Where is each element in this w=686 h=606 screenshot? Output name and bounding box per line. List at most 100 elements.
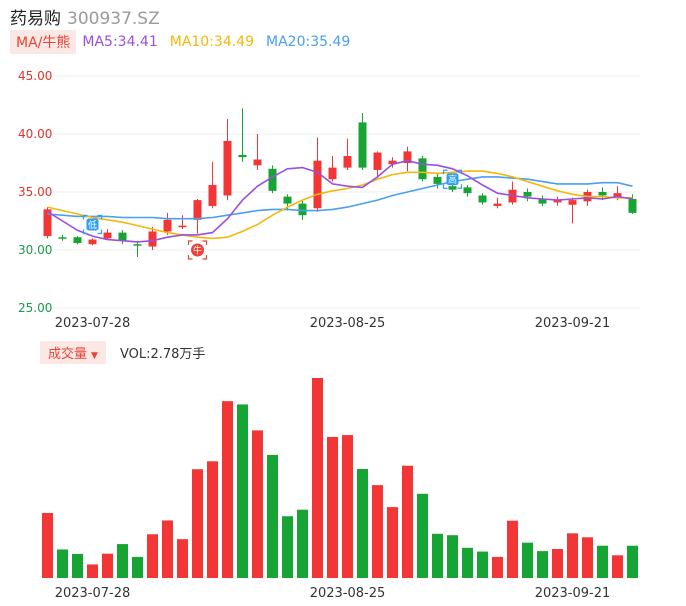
candle: [433, 173, 442, 189]
candle-body: [538, 198, 547, 204]
volume-bar: [312, 378, 323, 578]
volume-bar: [72, 553, 83, 578]
volume-bar: [462, 547, 473, 578]
volume-bar: [627, 545, 638, 578]
candle: [88, 238, 97, 246]
volume-bar: [492, 556, 503, 578]
candle-body: [253, 159, 262, 166]
candle-body: [223, 140, 232, 196]
ma10-value: MA10:34.49: [169, 34, 255, 50]
candle-body: [343, 156, 352, 168]
candle: [598, 187, 607, 201]
volume-bar: [447, 535, 458, 578]
candle: [328, 156, 337, 182]
volume-bar: [87, 564, 98, 578]
stock-code: 300937.SZ: [67, 9, 160, 29]
marker-glyph: 低: [88, 219, 97, 231]
ma5-line: [47, 159, 633, 243]
candle: [223, 118, 232, 201]
stock-header: 药易购 300937.SZ: [10, 4, 160, 29]
price-tick-label: 40.00: [18, 127, 52, 141]
candle-body: [73, 237, 82, 244]
signal-badge-icon: [86, 218, 99, 231]
volume-bar: [402, 465, 413, 578]
candle-body: [103, 232, 112, 239]
marker-glyph: 高: [448, 174, 457, 186]
candle: [388, 157, 397, 168]
candle: [148, 226, 157, 250]
candle: [568, 197, 577, 224]
candle: [508, 181, 517, 205]
candle: [133, 240, 142, 257]
volume-bar: [552, 548, 563, 578]
candle-body: [373, 152, 382, 170]
candle-body: [58, 237, 67, 239]
candle: [523, 188, 532, 202]
candle: [553, 196, 562, 206]
ma-indicator-row: MA/牛熊 MA5:34.41 MA10:34.49 MA20:35.49: [10, 30, 350, 54]
volume-bar: [507, 520, 518, 578]
price-tick-label: 30.00: [18, 243, 52, 257]
candle-body: [613, 193, 622, 197]
candle: [163, 212, 172, 235]
signal-marker-bull[interactable]: 牛: [187, 240, 208, 260]
price-date-label: 2023-09-21: [535, 316, 611, 331]
candle-body: [118, 232, 127, 241]
candle: [268, 165, 277, 194]
candle-body: [88, 239, 97, 245]
ma-toggle-button[interactable]: MA/牛熊: [10, 30, 77, 54]
volume-bar: [237, 404, 248, 578]
volume-bar: [582, 537, 593, 578]
candle: [103, 229, 112, 240]
volume-toggle-button[interactable]: 成交量 ▼: [40, 340, 106, 364]
volume-bar: [612, 555, 623, 578]
candle: [358, 113, 367, 170]
candle: [58, 234, 67, 241]
stock-name: 药易购: [10, 9, 61, 29]
price-tick-label: 25.00: [18, 301, 52, 315]
signal-marker-low[interactable]: 低: [82, 214, 103, 235]
volume-bar: [327, 436, 338, 578]
volume-bar: [42, 512, 53, 578]
candle-body: [433, 176, 442, 184]
signal-badge-icon: [446, 173, 459, 186]
volume-bar: [477, 551, 488, 578]
volume-bar: [282, 516, 293, 578]
volume-bar: [432, 533, 443, 578]
price-date-label: 2023-07-28: [55, 316, 131, 331]
volume-bar: [417, 493, 428, 578]
candle-body: [148, 231, 157, 247]
volume-bar: [147, 534, 158, 578]
volume-bar: [222, 401, 233, 578]
candle-body: [298, 203, 307, 216]
candle: [313, 137, 322, 212]
volume-bar: [132, 556, 143, 578]
volume-bar: [522, 542, 533, 578]
volume-bar: [567, 533, 578, 578]
volume-bar: [372, 485, 383, 578]
ma20-line: [47, 176, 633, 220]
candle-body: [238, 154, 247, 158]
candle-body: [313, 160, 322, 209]
volume-bar: [102, 553, 113, 578]
candle-body: [568, 200, 577, 205]
volume-bar: [252, 430, 263, 578]
ma5-value: MA5:34.41: [82, 34, 158, 50]
volume-bar: [297, 509, 308, 578]
candle: [538, 195, 547, 206]
candle: [253, 134, 262, 170]
ma20-value: MA20:35.49: [266, 34, 351, 50]
caret-down-icon: ▼: [91, 350, 98, 361]
signal-marker-high[interactable]: 高: [442, 169, 463, 189]
candle: [73, 236, 82, 245]
volume-indicator-row: 成交量 ▼ VOL:2.78万手: [40, 340, 205, 364]
candle-body: [178, 225, 187, 228]
candle-body: [358, 122, 367, 168]
marker-glyph: 牛: [193, 245, 202, 257]
candle: [343, 138, 352, 170]
volume-date-label: 2023-09-21: [535, 586, 611, 601]
candle: [373, 151, 382, 179]
marker-frame-icon: [82, 214, 103, 235]
bull-badge-icon: [191, 243, 204, 257]
volume-date-label: 2023-08-25: [310, 586, 386, 601]
